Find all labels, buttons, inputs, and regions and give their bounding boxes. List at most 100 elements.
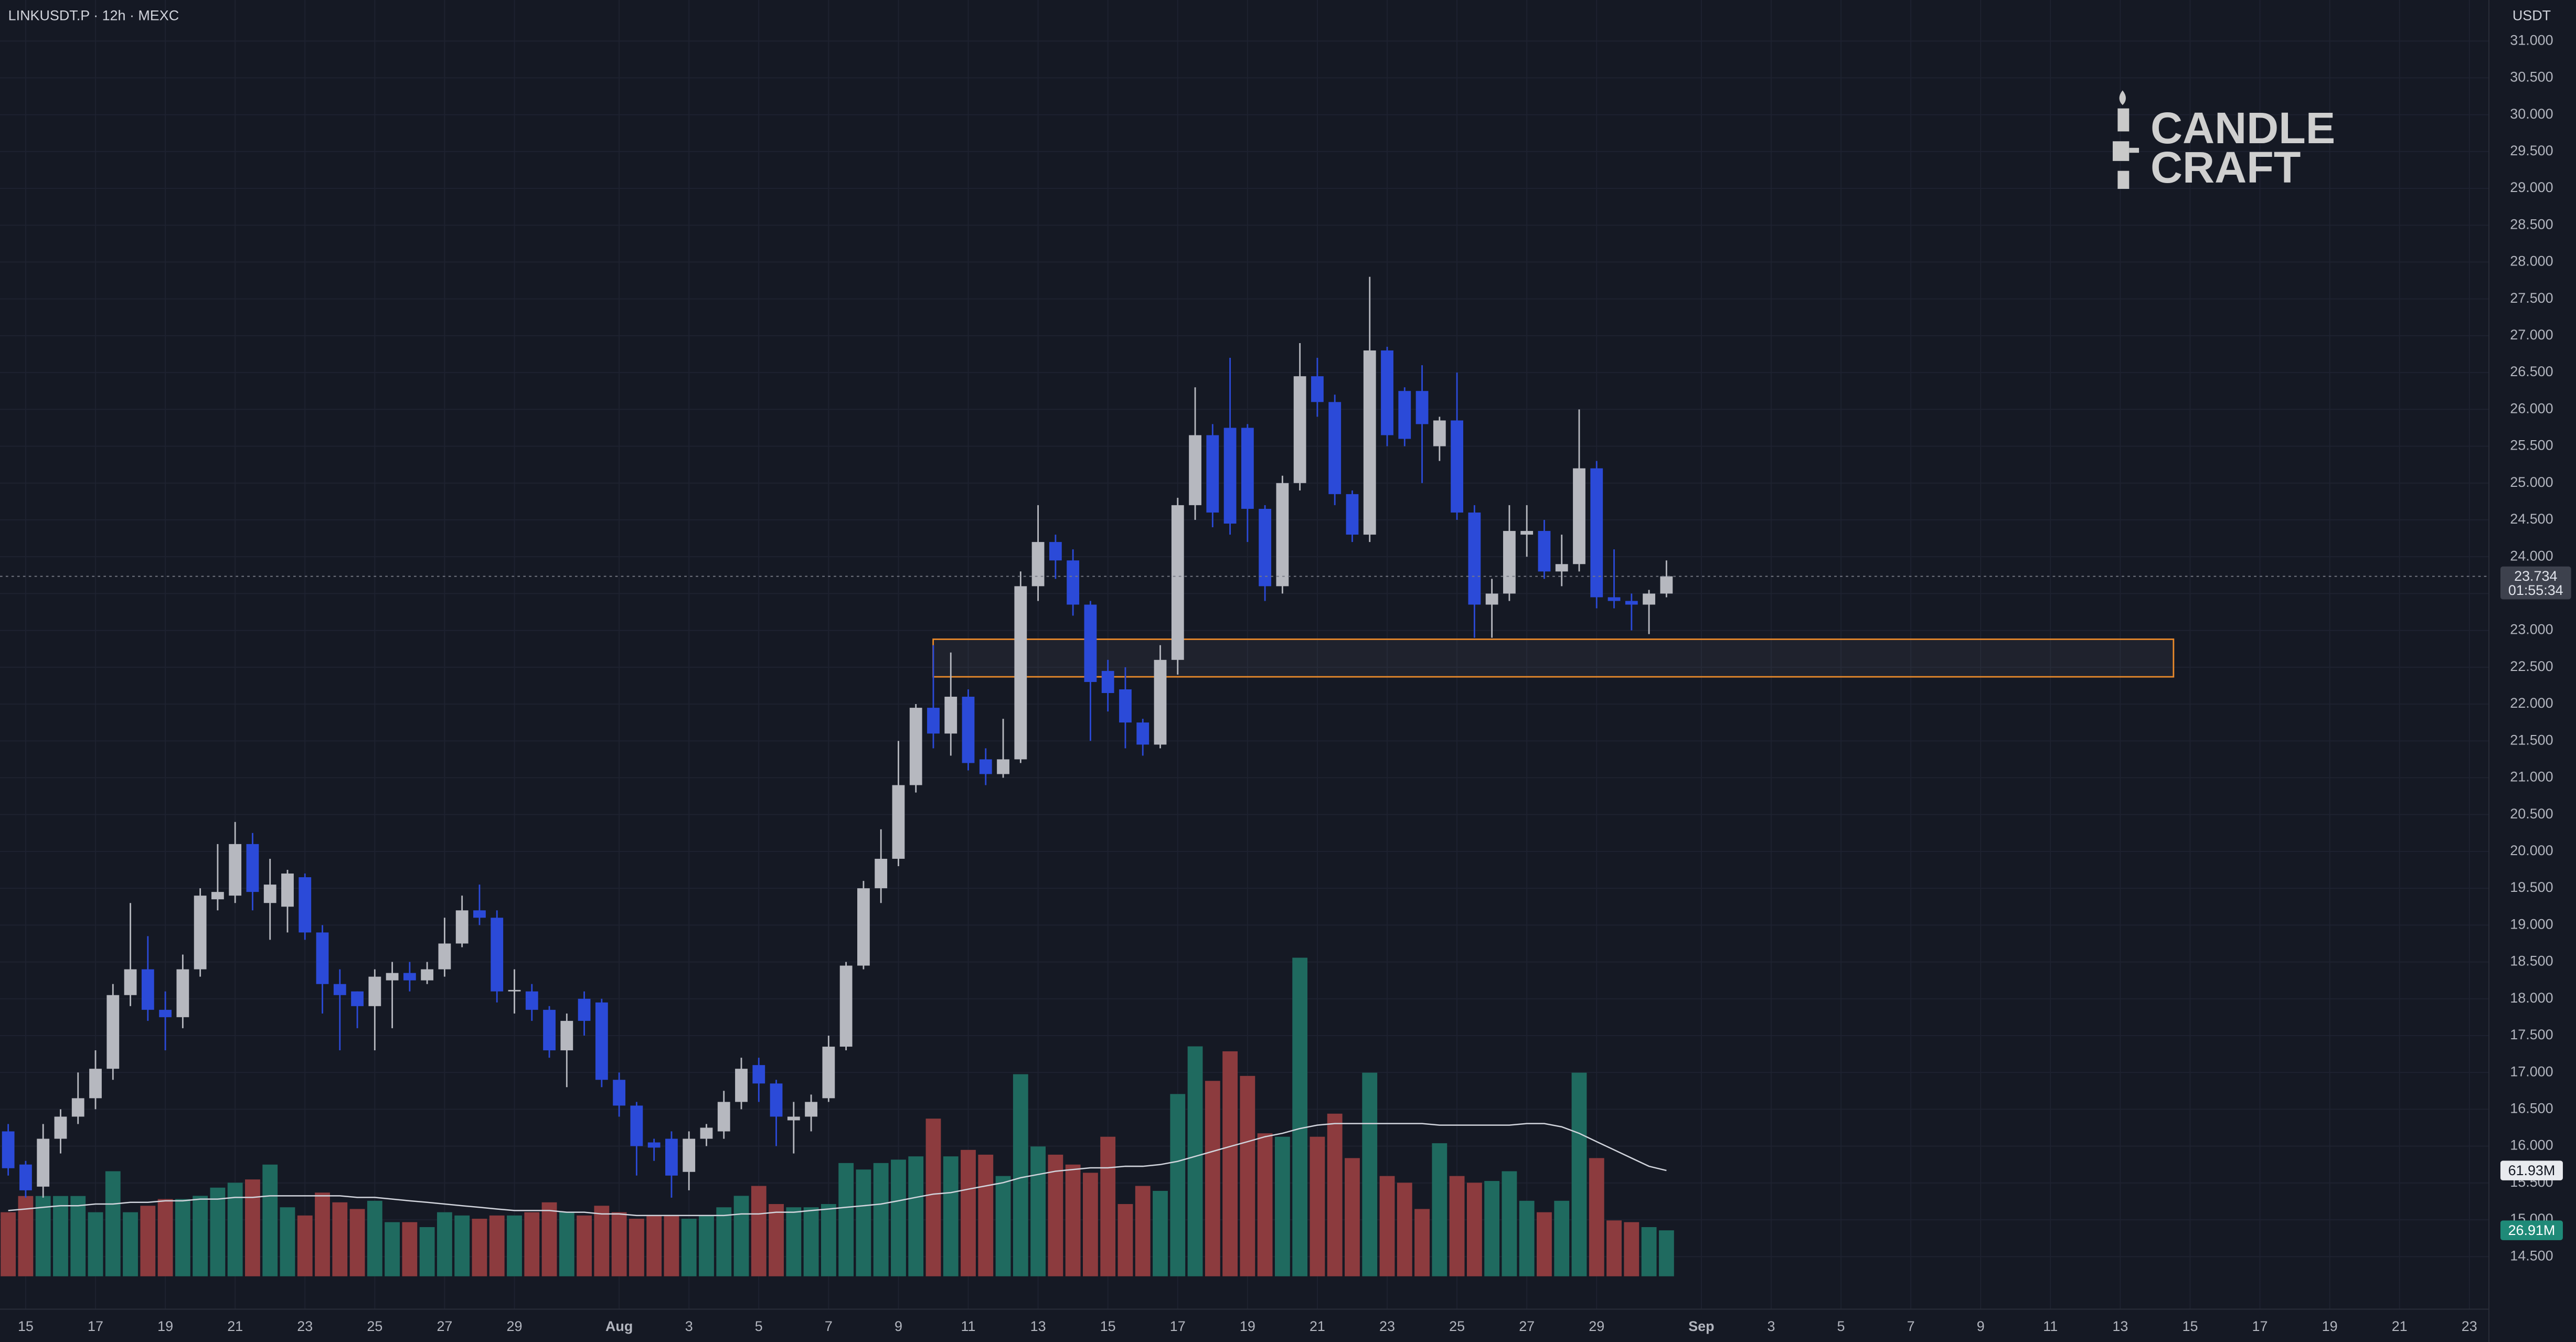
volume-bar — [873, 1163, 889, 1276]
logo-text: CRAFT — [2151, 142, 2301, 192]
volume-bar — [1658, 1230, 1674, 1276]
x-tick-label: 27 — [1519, 1318, 1535, 1334]
volume-bar — [925, 1119, 941, 1276]
candle-body — [1398, 391, 1411, 439]
volume-bar — [1519, 1200, 1535, 1276]
candle-body — [37, 1138, 50, 1187]
x-tick-label: Sep — [1688, 1318, 1714, 1334]
candle-body — [54, 1116, 67, 1139]
candle-body — [491, 918, 504, 992]
volume-bar — [541, 1202, 557, 1276]
volume-bar — [1030, 1146, 1046, 1276]
volume-bar — [943, 1156, 959, 1276]
volume-bar — [210, 1187, 226, 1276]
volume-bar — [262, 1164, 278, 1276]
volume-bar — [1624, 1222, 1640, 1276]
y-tick-label: 18.500 — [2510, 953, 2553, 969]
volume-bar — [157, 1199, 173, 1276]
logo-icon — [2117, 108, 2130, 132]
volume-bar — [1362, 1072, 1378, 1276]
x-tick-label: 13 — [2112, 1318, 2128, 1334]
volume-bar — [1135, 1186, 1151, 1276]
volume-bar — [1554, 1200, 1570, 1276]
y-tick-label: 17.000 — [2510, 1063, 2553, 1079]
y-tick-label: 18.000 — [2510, 990, 2553, 1006]
candle-body — [333, 984, 346, 995]
candle-body — [578, 998, 591, 1021]
candle-body — [892, 785, 905, 859]
candle-body — [421, 969, 434, 981]
volume-bar — [280, 1207, 295, 1276]
candle-body — [263, 885, 276, 903]
y-tick-label: 28.500 — [2510, 216, 2553, 232]
volume-bar — [402, 1222, 418, 1276]
logo-flame — [2119, 90, 2126, 105]
x-tick-label: 21 — [2392, 1318, 2408, 1334]
candle-body — [647, 1142, 661, 1148]
candle-body — [1084, 604, 1097, 682]
logo-text: CANDLE — [2151, 103, 2335, 153]
candle-body — [1014, 586, 1027, 760]
volume-bar — [123, 1212, 138, 1276]
volume-bar — [577, 1215, 592, 1276]
y-tick-label: 25.500 — [2510, 438, 2553, 453]
symbol-title[interactable]: LINKUSDT.P · 12h · MEXC — [8, 7, 179, 23]
y-tick-label: 22.000 — [2510, 695, 2553, 711]
candle-body — [1241, 428, 1254, 509]
candle-body — [1643, 593, 1655, 605]
candle-body — [403, 973, 416, 981]
candle-body — [1067, 560, 1080, 605]
x-tick-label: 27 — [437, 1318, 452, 1334]
y-tick-label: 16.500 — [2510, 1101, 2553, 1116]
candle-body — [997, 759, 1009, 774]
candle-body — [770, 1083, 783, 1117]
volume-bar — [385, 1222, 400, 1276]
volume-ma-label: 61.93M — [2508, 1163, 2556, 1178]
volume-bar — [1, 1212, 16, 1276]
y-tick-label: 26.000 — [2510, 400, 2553, 416]
candle-body — [613, 1080, 626, 1106]
candle-body — [316, 932, 329, 984]
y-tick-label: 21.500 — [2510, 732, 2553, 748]
logo: CANDLE CRAFT — [2112, 90, 2335, 192]
volume-bar — [1153, 1190, 1168, 1276]
candle-body — [927, 708, 940, 734]
volume-bar — [297, 1215, 313, 1276]
volume-bar — [1571, 1072, 1587, 1276]
candle-body — [1171, 505, 1184, 660]
volume-bar — [838, 1163, 854, 1276]
candle-body — [1119, 689, 1132, 723]
currency-label[interactable]: USDT — [2513, 7, 2551, 23]
x-tick-label: 23 — [297, 1318, 313, 1334]
volume-bar — [1170, 1094, 1186, 1276]
volume-bar — [751, 1186, 767, 1276]
volume-bar — [315, 1192, 330, 1276]
x-tick-label: 9 — [895, 1318, 902, 1334]
candle-body — [1590, 468, 1603, 598]
candle-body — [1573, 468, 1585, 565]
zone-layer — [932, 638, 2175, 678]
candle-body — [1293, 376, 1306, 483]
volume-bar — [35, 1196, 51, 1276]
candle-body — [1154, 659, 1167, 745]
logo-icon — [2112, 141, 2130, 161]
candle-body — [2, 1131, 15, 1168]
volume-bar — [1589, 1158, 1604, 1276]
logo-icon — [2129, 147, 2139, 153]
x-tick-label: 25 — [367, 1318, 382, 1334]
candle-body — [909, 708, 922, 785]
candle-body — [1206, 435, 1219, 513]
volume-bar — [1292, 957, 1308, 1276]
candle-body — [1311, 376, 1324, 402]
y-tick-label: 27.500 — [2510, 290, 2553, 306]
y-tick-label: 27.000 — [2510, 327, 2553, 343]
y-tick-label: 26.500 — [2510, 364, 2553, 379]
candle-body — [1503, 531, 1516, 594]
logo-icon — [2117, 171, 2130, 189]
y-tick-label: 20.000 — [2510, 843, 2553, 858]
candle-body — [543, 1009, 556, 1051]
volume-bar — [1379, 1176, 1395, 1276]
x-tick-label: 17 — [1170, 1318, 1186, 1334]
candle-body — [630, 1105, 643, 1146]
